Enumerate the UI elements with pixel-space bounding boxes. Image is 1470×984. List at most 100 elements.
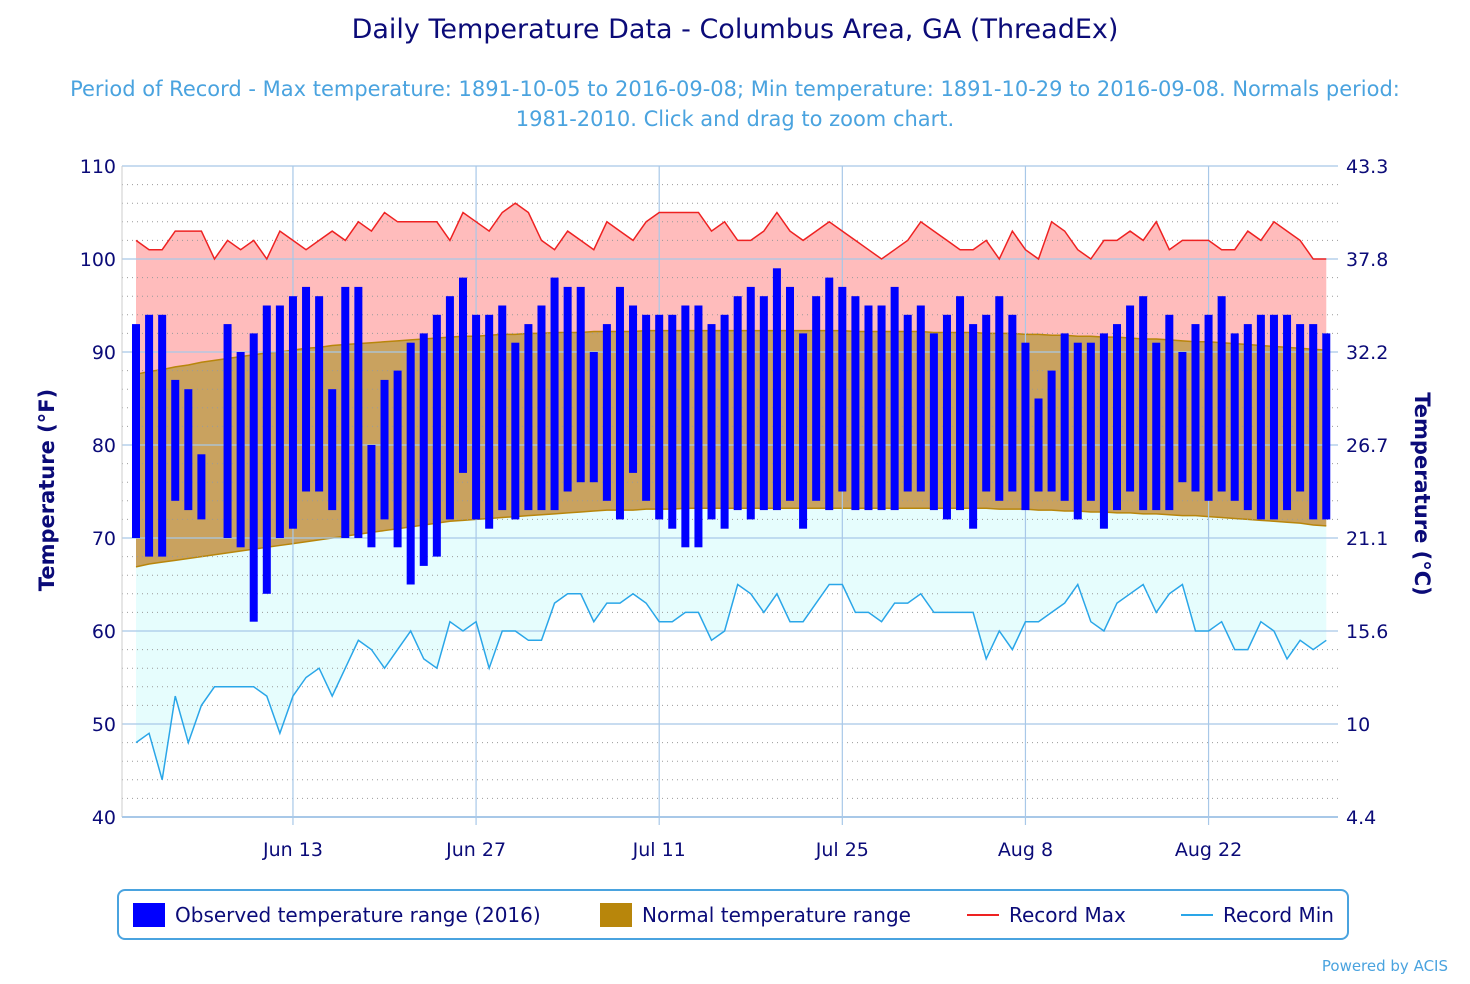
x-tick-label: Jun 27 bbox=[445, 839, 506, 861]
observed-bar bbox=[995, 296, 1004, 501]
legend-swatch-record-min bbox=[1181, 913, 1213, 916]
legend-item-observed[interactable]: Observed temperature range (2016) bbox=[133, 891, 541, 938]
observed-bar bbox=[511, 342, 520, 520]
observed-bar bbox=[916, 305, 925, 492]
observed-bar bbox=[341, 286, 350, 538]
observed-bar bbox=[459, 277, 467, 473]
legend-label-observed: Observed temperature range (2016) bbox=[175, 902, 541, 927]
observed-bar bbox=[576, 286, 585, 483]
record-min-band bbox=[136, 508, 1327, 780]
observed-bar bbox=[772, 268, 781, 511]
observed-bar bbox=[184, 389, 193, 511]
observed-bar bbox=[1191, 324, 1200, 492]
observed-bar bbox=[982, 314, 991, 492]
observed-bar bbox=[681, 305, 690, 548]
chart-title: Daily Temperature Data - Columbus Area, … bbox=[351, 14, 1119, 45]
observed-bar bbox=[197, 454, 206, 520]
observed-bar bbox=[158, 314, 167, 557]
observed-bar bbox=[354, 286, 363, 538]
observed-bar bbox=[1086, 342, 1095, 501]
observed-bar bbox=[432, 314, 441, 557]
x-tick-label: Jul 25 bbox=[815, 839, 869, 861]
y-tick-label-right: 37.8 bbox=[1346, 249, 1388, 271]
observed-bar bbox=[472, 314, 481, 520]
observed-bar bbox=[1269, 314, 1278, 520]
observed-bar bbox=[786, 286, 794, 501]
record-max-line bbox=[135, 202, 1327, 261]
observed-bar bbox=[171, 379, 180, 501]
observed-bar bbox=[1113, 324, 1121, 511]
observed-bar bbox=[759, 296, 768, 511]
observed-bar bbox=[851, 296, 860, 511]
observed-bar bbox=[877, 305, 886, 511]
observed-bar bbox=[668, 314, 677, 529]
y-tick-label-left: 100 bbox=[80, 249, 116, 271]
observed-bar bbox=[1152, 342, 1161, 511]
observed-bar bbox=[236, 352, 245, 548]
observed-bar bbox=[1283, 314, 1292, 511]
observed-bar bbox=[1322, 333, 1331, 520]
observed-bar bbox=[1204, 314, 1213, 501]
credits-link[interactable]: Powered by ACIS bbox=[1321, 957, 1448, 975]
observed-bar bbox=[720, 314, 729, 529]
observed-bar bbox=[707, 324, 716, 520]
observed-bar bbox=[838, 286, 847, 492]
y-axis-label-left: Temperature (°F) bbox=[35, 389, 59, 591]
y-tick-label-left: 70 bbox=[92, 528, 116, 550]
observed-bar bbox=[445, 296, 454, 520]
y-tick-label-right: 32.2 bbox=[1346, 342, 1388, 364]
legend-swatch-observed bbox=[133, 902, 165, 927]
observed-bar bbox=[864, 305, 873, 511]
observed-bar bbox=[1008, 314, 1017, 492]
observed-bar bbox=[1217, 296, 1226, 492]
observed-bar bbox=[1309, 324, 1318, 520]
observed-bar bbox=[302, 286, 311, 492]
observed-bar bbox=[602, 324, 611, 501]
legend: Observed temperature range (2016) Normal… bbox=[117, 889, 1349, 940]
observed-bar bbox=[799, 333, 808, 529]
legend-label-record-max: Record Max bbox=[1009, 902, 1126, 927]
observed-bar bbox=[563, 286, 572, 492]
record-min-line bbox=[135, 582, 1327, 781]
observed-bar bbox=[1256, 314, 1265, 520]
observed-bar bbox=[956, 296, 965, 511]
observed-bar bbox=[498, 305, 507, 511]
observed-bar bbox=[642, 314, 651, 501]
observed-bar bbox=[890, 286, 899, 511]
observed-bar bbox=[629, 305, 638, 473]
x-tick-label: Aug 22 bbox=[1175, 839, 1242, 861]
x-tick-label: Aug 8 bbox=[998, 839, 1053, 861]
observed-bar bbox=[1060, 333, 1069, 501]
observed-bar bbox=[694, 305, 703, 548]
observed-bar bbox=[1099, 333, 1108, 529]
observed-bar bbox=[1139, 296, 1148, 511]
legend-item-record-min[interactable]: Record Min bbox=[1181, 891, 1334, 938]
observed-bar bbox=[1243, 324, 1252, 511]
observed-bar bbox=[550, 277, 559, 511]
series-layer bbox=[132, 202, 1331, 781]
observed-bar bbox=[328, 389, 337, 511]
plot-background bbox=[135, 203, 1327, 780]
observed-bar bbox=[1034, 398, 1043, 492]
observed-bar bbox=[615, 286, 624, 520]
legend-label-record-min: Record Min bbox=[1223, 902, 1334, 927]
observed-bar bbox=[1047, 370, 1056, 492]
observed-bar bbox=[746, 286, 755, 520]
observed-bar bbox=[145, 314, 154, 557]
observed-bar bbox=[733, 296, 742, 511]
observed-bar bbox=[288, 296, 297, 529]
legend-item-record-max[interactable]: Record Max bbox=[967, 891, 1126, 938]
observed-bar bbox=[1073, 342, 1082, 520]
observed-bar bbox=[655, 314, 664, 520]
legend-item-normal[interactable]: Normal temperature range bbox=[600, 891, 911, 938]
observed-bar bbox=[485, 314, 494, 529]
observed-bar bbox=[1126, 305, 1135, 492]
observed-bar bbox=[929, 333, 938, 511]
observed-bar bbox=[812, 296, 821, 501]
observed-bar bbox=[903, 314, 912, 492]
chart-subtitle: Period of Record - Max temperature: 1891… bbox=[70, 77, 1400, 131]
observed-bar bbox=[406, 342, 415, 585]
observed-bar bbox=[589, 352, 598, 483]
observed-bar bbox=[969, 324, 978, 529]
